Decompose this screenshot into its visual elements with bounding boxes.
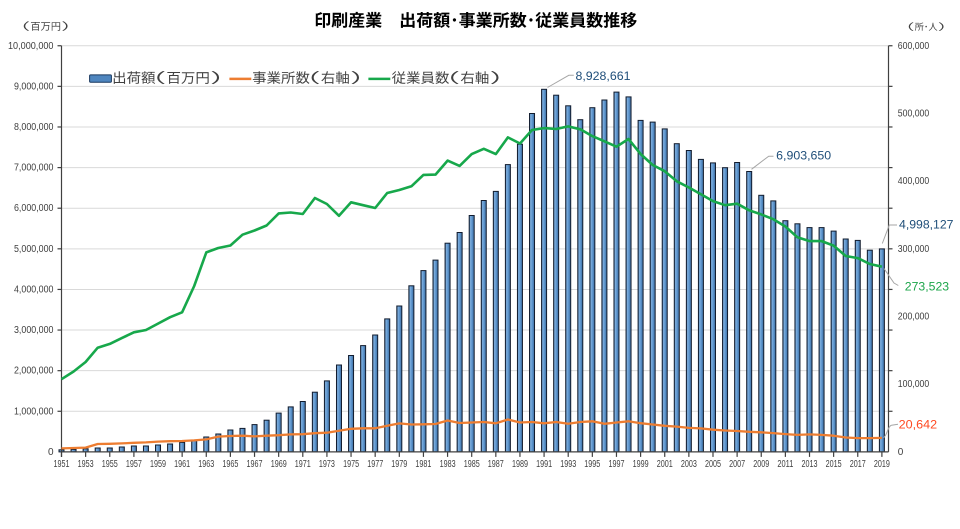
svg-text:1961: 1961	[174, 459, 190, 470]
svg-text:2011: 2011	[777, 459, 793, 470]
svg-text:1957: 1957	[126, 459, 142, 470]
svg-text:1951: 1951	[54, 459, 70, 470]
svg-text:2007: 2007	[729, 459, 745, 470]
svg-text:9,000,000: 9,000,000	[14, 81, 54, 92]
svg-text:2003: 2003	[681, 459, 697, 470]
svg-text:1,000,000: 1,000,000	[14, 406, 54, 417]
svg-text:2017: 2017	[850, 459, 866, 470]
svg-text:2015: 2015	[826, 459, 842, 470]
svg-text:1977: 1977	[367, 459, 383, 470]
svg-text:1967: 1967	[247, 459, 263, 470]
svg-text:0: 0	[48, 447, 54, 458]
svg-text:5,000,000: 5,000,000	[14, 244, 54, 255]
svg-text:1993: 1993	[560, 459, 576, 470]
svg-text:600,000: 600,000	[898, 41, 930, 52]
svg-text:2009: 2009	[753, 459, 769, 470]
svg-text:1999: 1999	[633, 459, 649, 470]
svg-text:2005: 2005	[705, 459, 721, 470]
svg-text:1969: 1969	[271, 459, 287, 470]
svg-text:1997: 1997	[609, 459, 625, 470]
svg-text:1985: 1985	[464, 459, 480, 470]
svg-text:4,998,127: 4,998,127	[899, 218, 954, 232]
svg-text:200,000: 200,000	[898, 312, 930, 323]
svg-text:6,000,000: 6,000,000	[14, 203, 54, 214]
svg-text:8,928,661: 8,928,661	[576, 69, 631, 83]
svg-text:1965: 1965	[222, 459, 238, 470]
svg-text:10,000,000: 10,000,000	[8, 41, 54, 52]
svg-text:8,000,000: 8,000,000	[14, 122, 54, 133]
svg-text:7,000,000: 7,000,000	[14, 163, 54, 174]
svg-text:2001: 2001	[657, 459, 673, 470]
svg-text:1975: 1975	[343, 459, 359, 470]
svg-text:1989: 1989	[512, 459, 528, 470]
svg-text:300,000: 300,000	[898, 244, 930, 255]
svg-text:1995: 1995	[584, 459, 600, 470]
svg-text:1987: 1987	[488, 459, 504, 470]
svg-text:20,642: 20,642	[899, 417, 938, 431]
svg-text:1973: 1973	[319, 459, 335, 470]
svg-text:1963: 1963	[198, 459, 214, 470]
svg-text:273,523: 273,523	[905, 280, 950, 294]
svg-text:1953: 1953	[78, 459, 94, 470]
svg-text:6,903,650: 6,903,650	[776, 148, 831, 162]
svg-text:1983: 1983	[440, 459, 456, 470]
svg-text:2,000,000: 2,000,000	[14, 366, 54, 377]
svg-text:1955: 1955	[102, 459, 118, 470]
svg-text:3,000,000: 3,000,000	[14, 325, 54, 336]
svg-text:500,000: 500,000	[898, 108, 930, 119]
svg-text:2013: 2013	[802, 459, 818, 470]
svg-text:4,000,000: 4,000,000	[14, 284, 54, 295]
svg-text:1979: 1979	[391, 459, 407, 470]
svg-text:100,000: 100,000	[898, 379, 930, 390]
svg-text:1981: 1981	[415, 459, 431, 470]
svg-text:1971: 1971	[295, 459, 311, 470]
svg-text:0: 0	[898, 447, 904, 458]
svg-text:2019: 2019	[874, 459, 890, 470]
svg-text:400,000: 400,000	[898, 176, 930, 187]
svg-text:1991: 1991	[536, 459, 552, 470]
svg-text:1959: 1959	[150, 459, 166, 470]
